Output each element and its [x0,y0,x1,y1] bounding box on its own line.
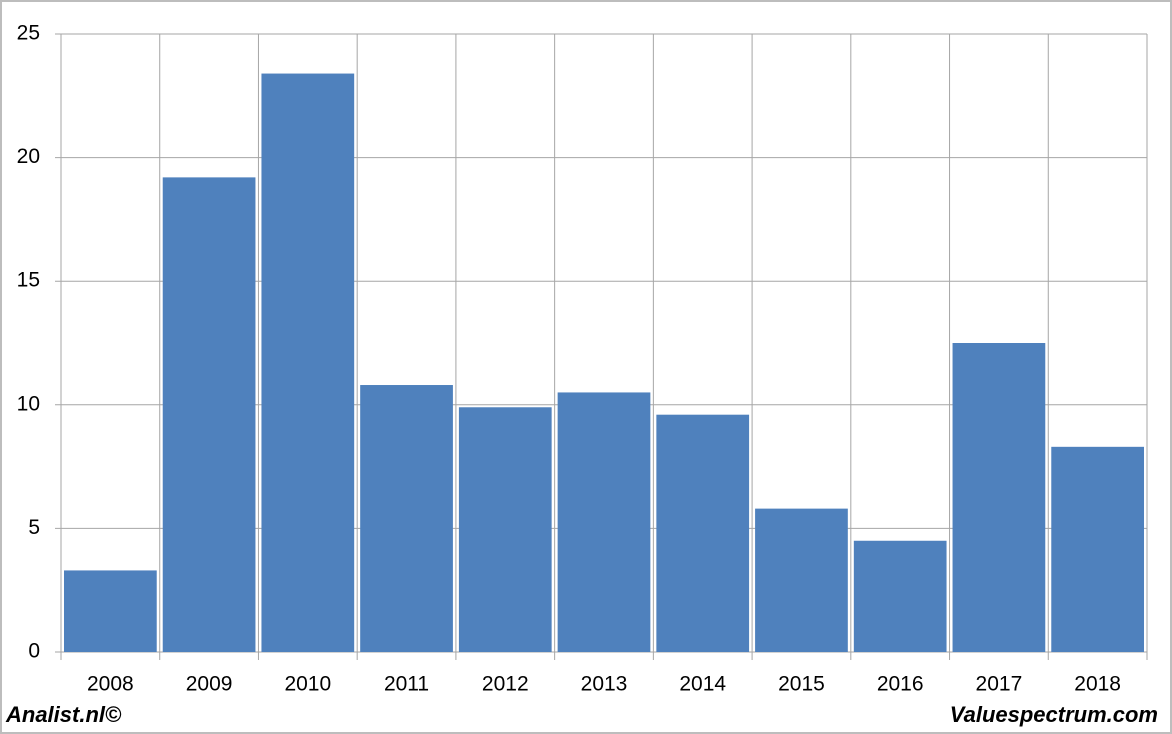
bar [458,407,552,652]
y-tick-label: 25 [17,22,40,45]
source-right: Valuespectrum.com [950,702,1158,727]
y-tick-label: 10 [17,392,40,415]
y-tick-label: 20 [17,145,40,168]
x-tick-label: 2009 [186,673,233,696]
y-tick-label: 15 [17,269,40,292]
x-tick-label: 2012 [482,673,529,696]
x-tick-label: 2011 [384,673,429,696]
x-tick-label: 2018 [1074,673,1121,696]
bar [162,177,256,652]
x-tick-label: 2017 [976,673,1023,696]
x-tick-label: 2016 [877,673,924,696]
bar [64,570,157,652]
bar [360,385,453,652]
bar [656,414,750,652]
bar [557,392,651,652]
x-tick-label: 2014 [679,673,726,696]
y-tick-label: 5 [28,516,40,539]
bar [261,73,355,652]
x-tick-label: 2010 [284,673,331,696]
bar [755,508,848,652]
source-left: Analist.nl© [5,702,122,727]
bar [952,343,1046,652]
x-tick-label: 2008 [87,673,134,696]
x-tick-label: 2015 [778,673,825,696]
x-tick-label: 2013 [581,673,628,696]
bar [1051,446,1144,652]
y-tick-label: 0 [28,640,40,663]
bar [853,540,947,652]
